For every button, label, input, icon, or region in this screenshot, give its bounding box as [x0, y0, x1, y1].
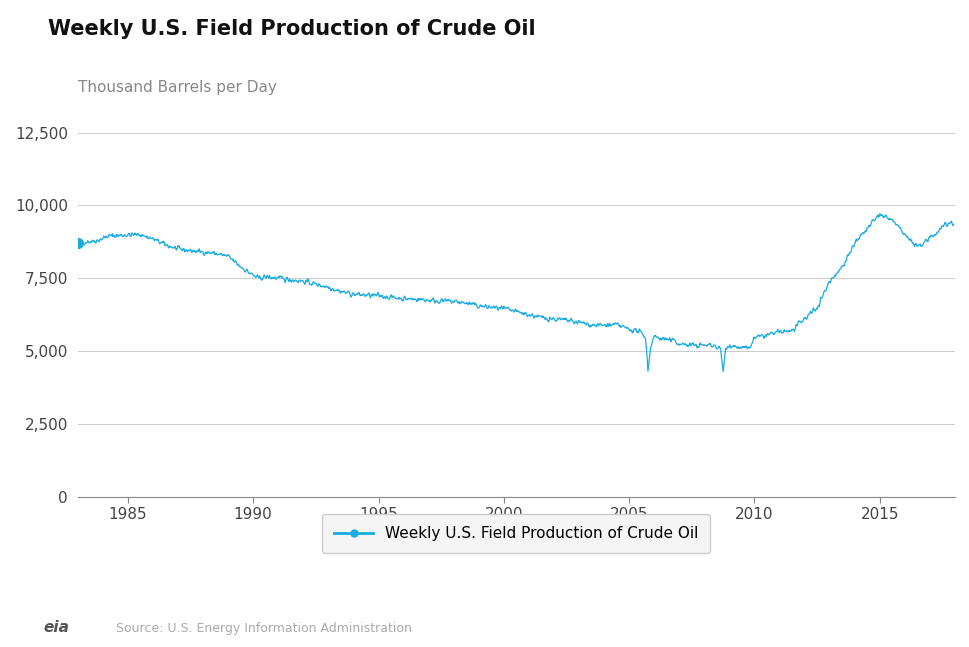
Text: eia: eia — [44, 620, 70, 635]
Text: Thousand Barrels per Day: Thousand Barrels per Day — [78, 80, 276, 95]
Text: Weekly U.S. Field Production of Crude Oil: Weekly U.S. Field Production of Crude Oi… — [48, 19, 536, 39]
Legend: Weekly U.S. Field Production of Crude Oil: Weekly U.S. Field Production of Crude Oi… — [322, 514, 709, 553]
Text: Source: U.S. Energy Information Administration: Source: U.S. Energy Information Administ… — [116, 622, 412, 635]
